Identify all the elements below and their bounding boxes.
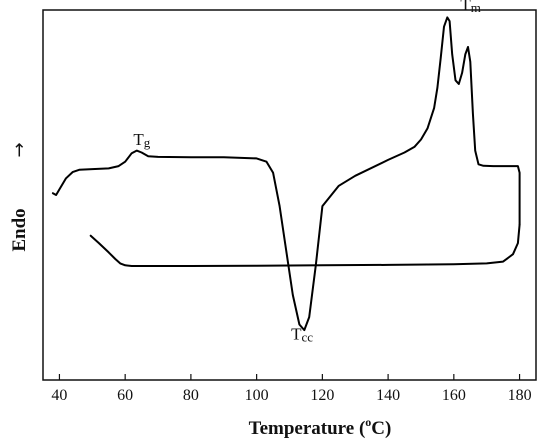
plot-frame bbox=[42, 9, 537, 381]
x-tick-label: 140 bbox=[376, 387, 400, 404]
x-tick-label: 60 bbox=[117, 387, 133, 404]
x-tick-label: 180 bbox=[508, 387, 532, 404]
y-axis-label: Endo bbox=[9, 208, 30, 251]
dsc-curves bbox=[51, 16, 521, 332]
x-axis-ticks: 40 60 80 100 120 140 160 180 bbox=[51, 374, 532, 404]
x-tick-label: 100 bbox=[245, 387, 269, 404]
y-axis-arrow-glyph: → bbox=[9, 142, 30, 157]
annotation-tcc: Tcc bbox=[291, 324, 313, 344]
annotation-tg: Tg bbox=[133, 130, 150, 150]
y-axis-title: Endo → bbox=[9, 142, 30, 251]
x-tick-label: 80 bbox=[183, 387, 199, 404]
x-axis-title: Temperature (oC) bbox=[249, 415, 392, 439]
baseline-curve bbox=[89, 223, 521, 267]
x-tick-label: 40 bbox=[51, 387, 67, 404]
peak-annotations: Tg Tcc Tm bbox=[133, 0, 481, 344]
annotation-tm: Tm bbox=[460, 0, 481, 15]
heating-curve bbox=[51, 16, 521, 332]
x-tick-label: 160 bbox=[442, 387, 466, 404]
x-tick-label: 120 bbox=[310, 387, 334, 404]
